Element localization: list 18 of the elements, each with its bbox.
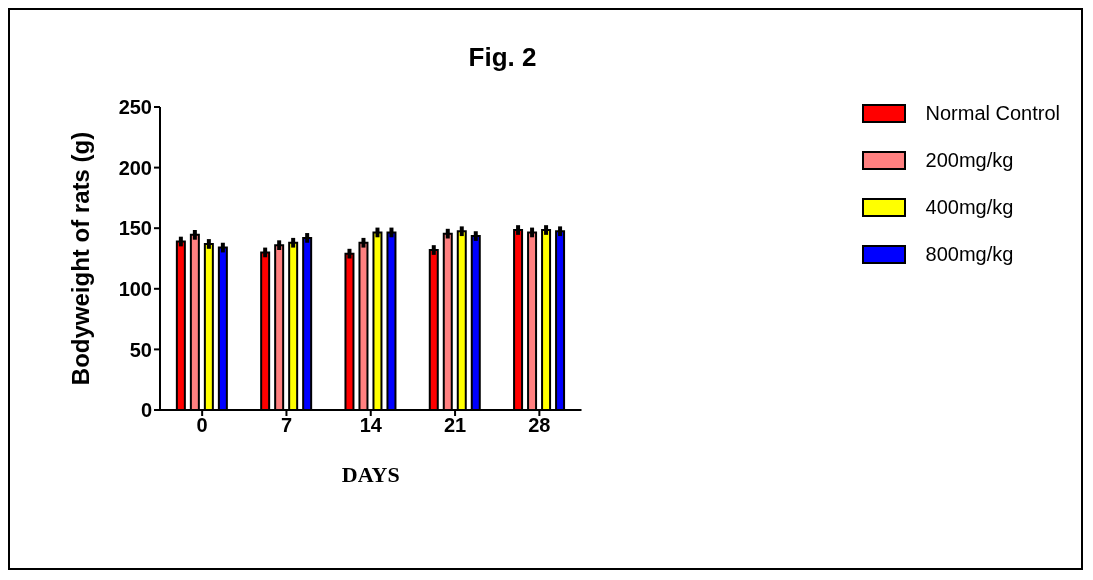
y-tick-label: 250: [118, 96, 152, 119]
y-tick-label: 150: [118, 217, 152, 240]
y-tick-label: 50: [129, 338, 152, 361]
x-tick-label: 0: [196, 414, 208, 437]
y-tick-label: 0: [140, 399, 152, 422]
legend-label: Normal Control: [925, 102, 1060, 125]
legend-label: 200mg/kg: [925, 149, 1014, 172]
x-tick-label: 21: [443, 414, 467, 437]
x-tick-label: 7: [280, 414, 293, 437]
legend-label: 800mg/kg: [925, 243, 1014, 266]
x-tick-label: 28: [528, 414, 551, 437]
legend-label: 400mg/kg: [925, 196, 1014, 219]
y-axis-title: Bodyweight of rats (g): [66, 131, 94, 386]
chart-title: Fig. 2: [467, 42, 538, 73]
x-tick-label: 14: [359, 414, 383, 437]
y-tick-label: 200: [118, 156, 152, 179]
y-tick-label: 100: [118, 277, 152, 300]
x-axis-title: DAYS: [341, 462, 400, 487]
